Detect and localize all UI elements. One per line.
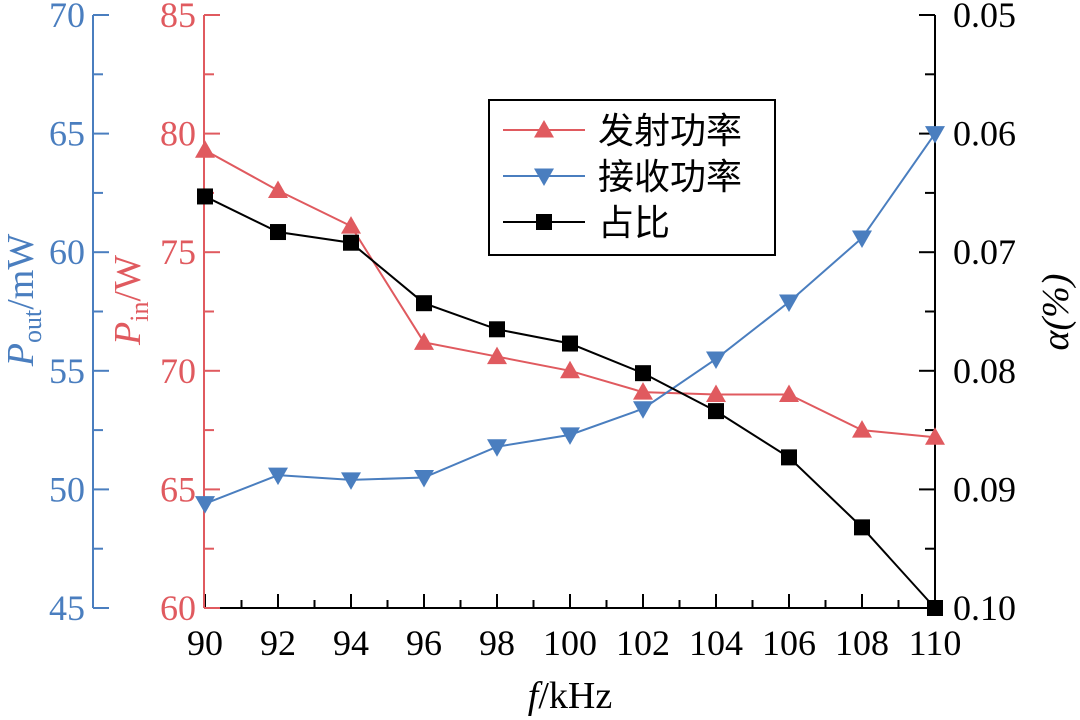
pin-tick-label: 65 — [160, 469, 196, 509]
data-point-1 — [633, 401, 653, 419]
x-axis-label: f/kHz — [528, 675, 612, 717]
data-point-1 — [487, 439, 507, 457]
legend-label: 发射功率 — [598, 111, 742, 152]
data-point-2 — [927, 600, 943, 616]
data-point-2 — [708, 403, 724, 420]
data-point-2 — [343, 234, 359, 251]
pout-tick-label: 70 — [49, 0, 85, 35]
x-tick-label: 92 — [260, 623, 296, 663]
x-tick-label: 96 — [406, 623, 442, 663]
pin-axis-label: Pin/W — [107, 255, 154, 346]
pin-tick-label: 60 — [160, 588, 196, 628]
data-point-0 — [779, 384, 799, 403]
legend-marker — [534, 120, 554, 138]
data-point-2 — [854, 519, 870, 536]
x-tick-label: 98 — [479, 623, 515, 663]
data-point-0 — [852, 420, 872, 438]
data-point-1 — [195, 496, 215, 514]
data-point-1 — [560, 427, 580, 445]
data-point-2 — [635, 365, 651, 382]
legend-marker — [536, 214, 552, 230]
data-point-2 — [489, 321, 505, 338]
data-point-1 — [779, 294, 799, 313]
data-point-2 — [270, 224, 286, 241]
legend-label: 占比 — [598, 203, 670, 244]
pout-tick-label: 55 — [49, 351, 85, 391]
data-point-1 — [925, 126, 945, 144]
data-point-0 — [341, 216, 361, 234]
pout-tick-label: 60 — [49, 232, 85, 272]
alpha-tick-label: 0.08 — [953, 351, 1016, 391]
data-point-1 — [341, 472, 361, 490]
pin-tick-label: 70 — [160, 351, 196, 391]
x-tick-label: 108 — [835, 623, 889, 663]
alpha-tick-label: 0.05 — [953, 0, 1016, 35]
series-line-2 — [204, 195, 936, 609]
data-point-0 — [560, 360, 580, 379]
data-point-1 — [268, 467, 288, 486]
x-tick-label: 106 — [762, 623, 816, 663]
data-point-1 — [706, 351, 726, 369]
x-tick-label: 110 — [909, 623, 962, 663]
data-point-0 — [195, 140, 215, 158]
data-point-2 — [197, 188, 213, 205]
data-point-0 — [706, 384, 726, 403]
pout-tick-label: 65 — [49, 114, 85, 154]
data-point-1 — [414, 470, 434, 488]
x-tick-label: 94 — [333, 623, 369, 663]
legend-marker — [534, 168, 554, 186]
data-point-2 — [562, 335, 578, 352]
alpha-tick-label: 0.09 — [953, 469, 1016, 509]
alpha-tick-label: 0.06 — [953, 114, 1016, 154]
data-point-0 — [268, 180, 288, 199]
data-point-1 — [852, 230, 872, 248]
legend-label: 接收功率 — [598, 157, 742, 198]
data-point-0 — [633, 382, 653, 400]
data-point-2 — [416, 295, 432, 312]
data-point-0 — [925, 427, 945, 445]
pout-axis-label: Pout/mW — [0, 234, 47, 368]
alpha-tick-label: 0.07 — [953, 232, 1016, 272]
alpha-tick-label: 0.10 — [953, 588, 1016, 628]
x-tick-label: 104 — [689, 623, 743, 663]
pout-tick-label: 45 — [49, 588, 85, 628]
x-tick-label: 90 — [187, 623, 223, 663]
data-point-0 — [414, 332, 434, 350]
pin-tick-label: 85 — [160, 0, 196, 35]
data-point-0 — [487, 346, 507, 365]
x-tick-label: 102 — [616, 623, 670, 663]
pin-tick-label: 75 — [160, 232, 196, 272]
alpha-axis-label: α(%) — [1035, 274, 1077, 351]
data-point-2 — [781, 449, 797, 466]
pin-tick-label: 80 — [160, 114, 196, 154]
x-tick-label: 100 — [543, 623, 597, 663]
pout-tick-label: 50 — [49, 469, 85, 509]
